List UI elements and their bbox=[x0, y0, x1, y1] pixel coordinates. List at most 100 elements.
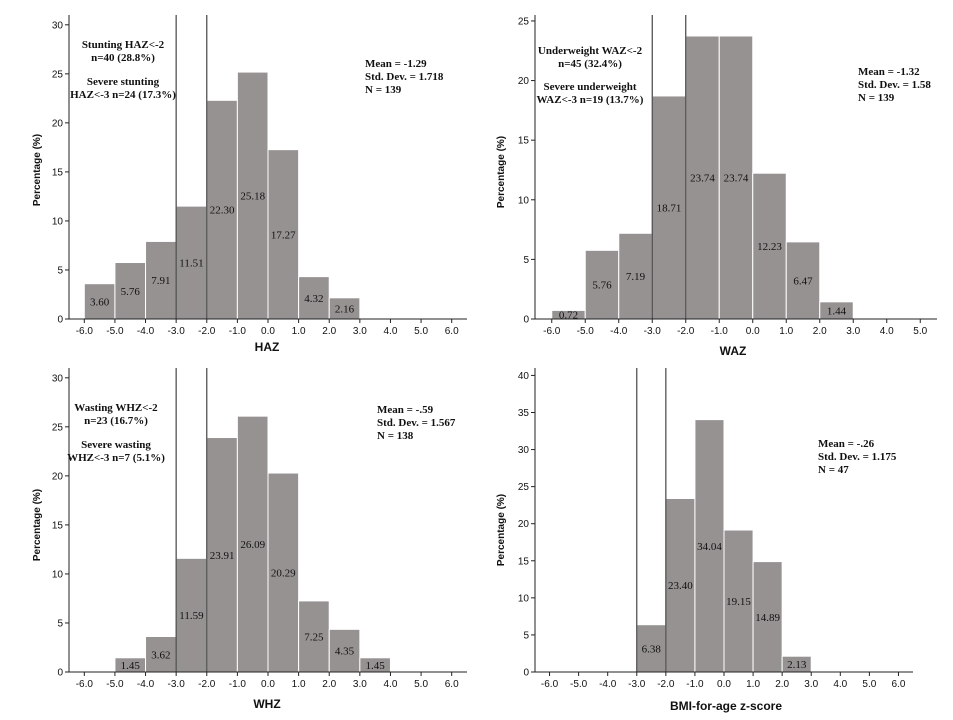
waz-x-tick-label: -3.0 bbox=[644, 326, 662, 337]
whz-bars: 1.45 3.62 11.59 23.91 26.09 20.29 7.25 4.35 1.45… bbox=[52, 368, 467, 690]
bmi-bar-label: 19.15 bbox=[726, 596, 751, 608]
haz-x-tick-label: 5.0 bbox=[414, 326, 428, 337]
haz-y-axis-label: Percentage (%) bbox=[32, 134, 43, 206]
waz-bar-label: 7.19 bbox=[626, 271, 646, 283]
whz-bar bbox=[236, 415, 269, 673]
waz-bar bbox=[651, 95, 687, 320]
whz-y-tick-label: 0 bbox=[57, 668, 63, 679]
whz-y-tick-label: 20 bbox=[52, 471, 64, 482]
whz-stat-n: N = 138 bbox=[377, 430, 414, 442]
waz-y-tick-label: 10 bbox=[518, 195, 530, 206]
bmi-y-tick-label: 35 bbox=[518, 408, 530, 419]
waz-x-tick-label: 5.0 bbox=[913, 326, 927, 337]
haz-x-tick-label: -2.0 bbox=[198, 326, 216, 337]
whz-y-tick-label: 30 bbox=[52, 373, 64, 384]
haz-x-tick-label: -5.0 bbox=[106, 326, 124, 337]
haz-x-tick-label: 0.0 bbox=[261, 326, 275, 337]
whz-x-tick-label: -6.0 bbox=[76, 679, 94, 690]
waz-x-tick-label: 3.0 bbox=[846, 326, 860, 337]
waz-bar-label: 1.44 bbox=[827, 305, 847, 317]
haz-bar-label: 17.27 bbox=[271, 229, 296, 241]
haz-x-tick-label: -4.0 bbox=[137, 326, 155, 337]
waz-y-axis-label: Percentage (%) bbox=[496, 136, 507, 208]
haz-bar-label: 4.32 bbox=[304, 293, 323, 305]
whz-bar-label: 3.62 bbox=[151, 649, 170, 661]
bmi-bar-label: 23.40 bbox=[668, 580, 693, 592]
haz-x-tick-label: 4.0 bbox=[384, 326, 398, 337]
haz-bar bbox=[83, 283, 116, 320]
bmi-bar-label: 2.13 bbox=[787, 659, 807, 671]
whz-y-tick-label: 10 bbox=[52, 569, 64, 580]
bmi-x-tick-label: -6.0 bbox=[541, 679, 559, 690]
bmi-y-tick-label: 5 bbox=[523, 630, 529, 641]
whz-x-tick-label: 2.0 bbox=[322, 679, 336, 690]
whz-x-tick-label: -2.0 bbox=[198, 679, 216, 690]
waz-x-axis-label: WAZ bbox=[720, 344, 747, 358]
waz-x-tick-label: -5.0 bbox=[577, 326, 595, 337]
haz-bar-label: 11.51 bbox=[179, 258, 203, 270]
haz-bar bbox=[298, 276, 330, 320]
haz-y-tick-label: 15 bbox=[52, 167, 64, 178]
bmi-y-tick-label: 10 bbox=[518, 593, 530, 604]
whz-x-tick-label: -4.0 bbox=[137, 679, 155, 690]
waz-y-tick-label: 0 bbox=[523, 315, 529, 326]
waz-bar-label: 0.72 bbox=[559, 310, 578, 322]
haz-bar-label: 7.91 bbox=[151, 275, 170, 287]
whz-x-tick-label: 4.0 bbox=[384, 679, 398, 690]
bmi-stat-n: N = 47 bbox=[818, 464, 849, 476]
whz-bar-label: 1.45 bbox=[121, 660, 141, 672]
haz-x-axis-label: HAZ bbox=[255, 340, 280, 354]
whz-x-axis-label: WHZ bbox=[253, 697, 280, 711]
bmi-stat-mean: Mean = -.26 bbox=[818, 438, 875, 450]
waz-bar-label: 5.76 bbox=[592, 280, 612, 292]
haz-stunting-label: Stunting HAZ<-2 bbox=[82, 39, 165, 51]
bmi-y-tick-label: 30 bbox=[518, 445, 530, 456]
haz-stunting-count: n=40 (28.8%) bbox=[91, 52, 155, 64]
waz-x-tick-label: 4.0 bbox=[880, 326, 894, 337]
haz-x-tick-label: -3.0 bbox=[168, 326, 186, 337]
bmi-bars: 6.38 23.40 34.04 19.15 14.89 2.13 0 5 10 15 20 25 30… bbox=[518, 368, 913, 690]
bmi-x-tick-label: 3.0 bbox=[804, 679, 818, 690]
bmi-bar-label: 6.38 bbox=[642, 643, 662, 655]
haz-y-tick-label: 5 bbox=[57, 265, 63, 276]
haz-x-tick-label: 6.0 bbox=[445, 326, 459, 337]
waz-y-tick-label: 15 bbox=[518, 136, 530, 147]
bmi-x-tick-label: -2.0 bbox=[657, 679, 675, 690]
haz-bar-label: 25.18 bbox=[240, 191, 265, 203]
whz-y-tick-label: 15 bbox=[52, 520, 64, 531]
waz-stat-mean: Mean = -1.32 bbox=[858, 66, 920, 78]
bmi-y-tick-label: 25 bbox=[518, 482, 530, 493]
bmi-bar-label: 14.89 bbox=[755, 612, 780, 624]
bmi-y-tick-label: 40 bbox=[518, 371, 530, 382]
haz-severe-count: HAZ<-3 n=24 (17.3%) bbox=[70, 89, 176, 101]
haz-x-tick-label: -1.0 bbox=[229, 326, 247, 337]
panel-waz: 0.72 5.76 7.19 18.71 23.74 23.74 12.23 6.47 1.44… bbox=[496, 15, 937, 358]
waz-x-tick-label: -6.0 bbox=[543, 326, 561, 337]
bmi-x-tick-label: -5.0 bbox=[570, 679, 588, 690]
waz-y-tick-label: 20 bbox=[518, 76, 530, 87]
whz-y-tick-label: 25 bbox=[52, 422, 64, 433]
waz-bar-label: 18.71 bbox=[657, 202, 682, 214]
whz-bar-label: 7.25 bbox=[304, 631, 324, 643]
waz-x-tick-label: 0.0 bbox=[746, 326, 760, 337]
bmi-y-axis-label: Percentage (%) bbox=[496, 494, 507, 566]
whz-bar-label: 11.59 bbox=[179, 610, 204, 622]
bmi-x-tick-label: 1.0 bbox=[746, 679, 760, 690]
waz-bar-label: 23.74 bbox=[690, 172, 715, 184]
haz-bar-label: 2.16 bbox=[335, 303, 355, 315]
haz-y-tick-label: 0 bbox=[57, 315, 63, 326]
bmi-y-tick-label: 0 bbox=[523, 668, 529, 679]
bmi-bar-label: 34.04 bbox=[697, 541, 722, 553]
haz-severe-label: Severe stunting bbox=[87, 76, 160, 88]
haz-bar bbox=[114, 262, 147, 320]
bmi-y-tick-label: 20 bbox=[518, 519, 530, 530]
bmi-stat-sd: Std. Dev. = 1.175 bbox=[818, 451, 897, 463]
panel-bmi: 6.38 23.40 34.04 19.15 14.89 2.13 0 5 10 15 20 25 30… bbox=[496, 368, 913, 713]
whz-y-axis-label: Percentage (%) bbox=[32, 489, 43, 561]
whz-x-tick-label: 1.0 bbox=[292, 679, 306, 690]
whz-wasting-count: n=23 (16.7%) bbox=[84, 415, 148, 427]
panel-whz: 1.45 3.62 11.59 23.91 26.09 20.29 7.25 4.35 1.45… bbox=[32, 368, 467, 711]
bmi-x-tick-label: -3.0 bbox=[628, 679, 646, 690]
waz-x-tick-label: 1.0 bbox=[779, 326, 793, 337]
